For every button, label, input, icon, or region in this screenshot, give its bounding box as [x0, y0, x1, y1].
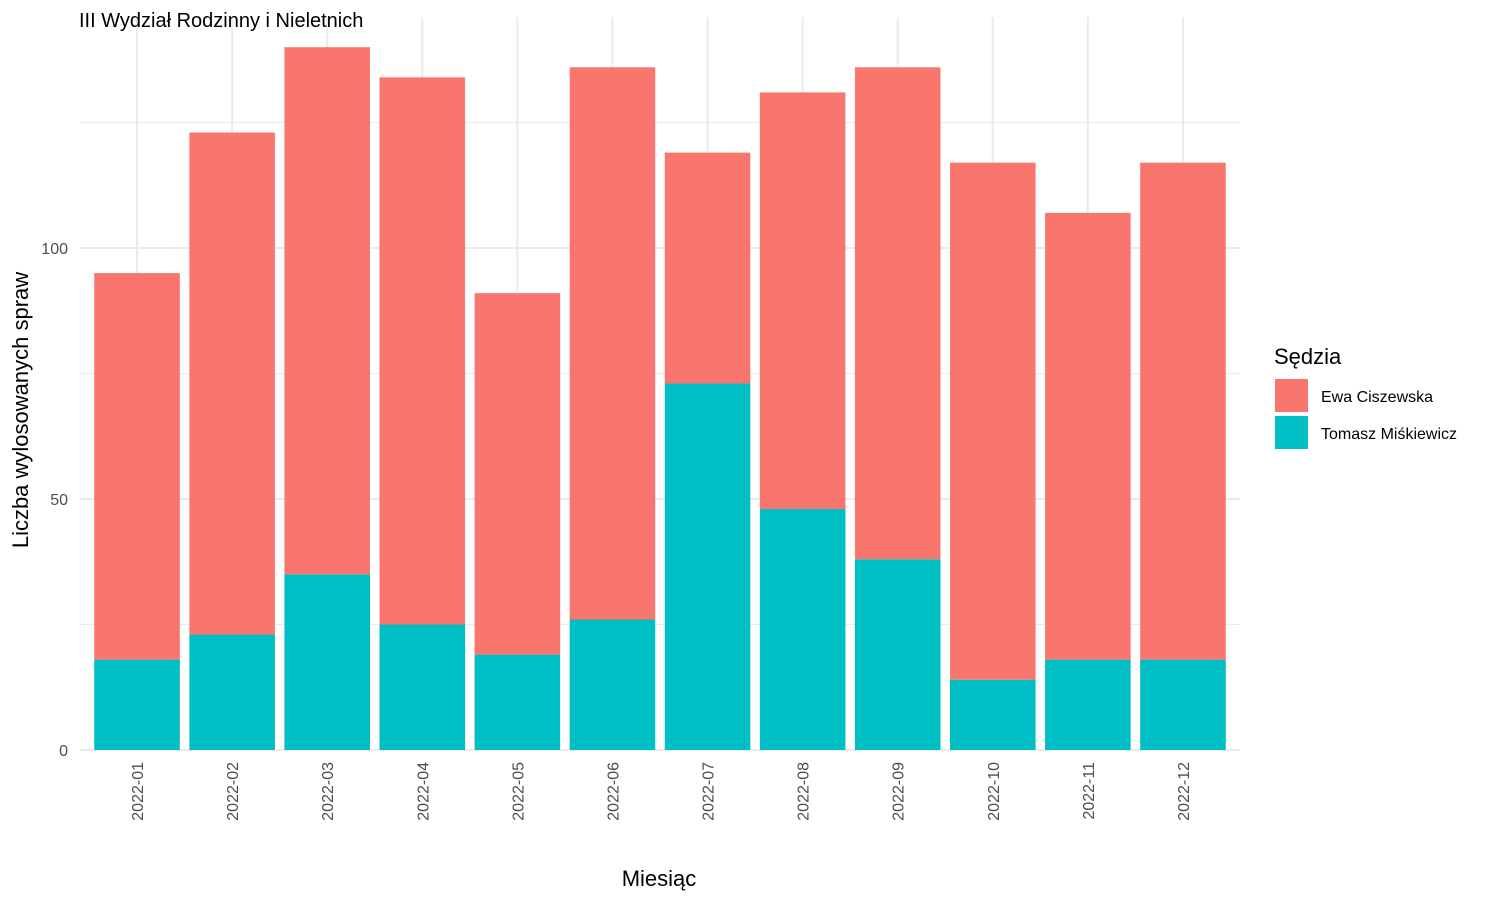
x-axis-title: Miesiąc [622, 866, 697, 891]
bar-2022-10-ewa-ciszewska [950, 162, 1036, 680]
bar-2022-08-ewa-ciszewska [759, 92, 846, 510]
y-tick-label: 50 [50, 492, 68, 509]
y-tick-label: 0 [59, 743, 68, 760]
legend-label-ewa-ciszewska: Ewa Ciszewska [1321, 389, 1433, 406]
legend-swatch-ewa-ciszewska [1275, 379, 1308, 412]
bar-2022-04-tomasz-miśkiewicz [379, 624, 466, 750]
bar-2022-01-ewa-ciszewska [94, 273, 180, 660]
x-tick-label: 2022-06 [605, 762, 622, 821]
bar-2022-05-tomasz-miśkiewicz [474, 654, 561, 750]
legend-label-tomasz-miskiewicz: Tomasz Miśkiewicz [1321, 426, 1457, 443]
x-tick-label: 2022-01 [130, 762, 147, 821]
legend-title: Sędzia [1274, 344, 1342, 369]
bar-2022-03-tomasz-miśkiewicz [284, 574, 370, 750]
x-tick-label: 2022-07 [701, 762, 718, 821]
bar-2022-04-ewa-ciszewska [379, 77, 466, 625]
bar-2022-01-tomasz-miśkiewicz [94, 659, 180, 750]
x-tick-label: 2022-08 [796, 762, 813, 821]
x-tick-label: 2022-04 [415, 762, 432, 821]
x-axis-ticks: 2022-01 2022-02 2022-03 2022-04 2022-05 2022-… [130, 762, 1193, 821]
bar-2022-08-tomasz-miśkiewicz [759, 509, 846, 750]
x-tick-label: 2022-10 [986, 762, 1003, 821]
legend: Sędzia Ewa Ciszewska Tomasz Miśkiewicz [1274, 344, 1457, 449]
bar-2022-12-ewa-ciszewska [1140, 162, 1226, 660]
legend-item-tomasz-miskiewicz: Tomasz Miśkiewicz [1275, 416, 1457, 449]
bar-2022-06-ewa-ciszewska [569, 67, 656, 620]
chart-title: III Wydział Rodzinny i Nieletnich [79, 10, 363, 32]
bars [94, 47, 1226, 750]
bar-2022-09-tomasz-miśkiewicz [854, 559, 941, 750]
x-tick-label: 2022-12 [1176, 762, 1193, 821]
legend-item-ewa-ciszewska: Ewa Ciszewska [1275, 379, 1433, 412]
x-tick-label: 2022-05 [510, 762, 527, 821]
bar-2022-03-ewa-ciszewska [284, 47, 370, 575]
bar-2022-05-ewa-ciszewska [474, 293, 561, 655]
bar-2022-07-ewa-ciszewska [664, 152, 751, 384]
bar-2022-06-tomasz-miśkiewicz [569, 619, 656, 750]
bar-2022-07-tomasz-miśkiewicz [664, 383, 751, 750]
x-tick-label: 2022-11 [1081, 762, 1098, 820]
x-tick-label: 2022-03 [320, 762, 337, 821]
bar-2022-09-ewa-ciszewska [854, 67, 941, 560]
bar-2022-11-tomasz-miśkiewicz [1045, 659, 1131, 750]
bar-2022-12-tomasz-miśkiewicz [1140, 659, 1226, 750]
legend-swatch-tomasz-miskiewicz [1275, 416, 1308, 449]
x-tick-label: 2022-02 [225, 762, 242, 821]
y-axis-title: Liczba wylosowanych spraw [8, 272, 33, 548]
x-tick-label: 2022-09 [891, 762, 908, 821]
y-tick-label: 100 [41, 241, 68, 258]
y-axis-ticks: 0 50 100 [41, 241, 68, 760]
bar-2022-10-tomasz-miśkiewicz [950, 679, 1036, 750]
bar-2022-11-ewa-ciszewska [1045, 212, 1131, 660]
bar-2022-02-tomasz-miśkiewicz [189, 634, 275, 750]
bar-2022-02-ewa-ciszewska [189, 132, 275, 635]
